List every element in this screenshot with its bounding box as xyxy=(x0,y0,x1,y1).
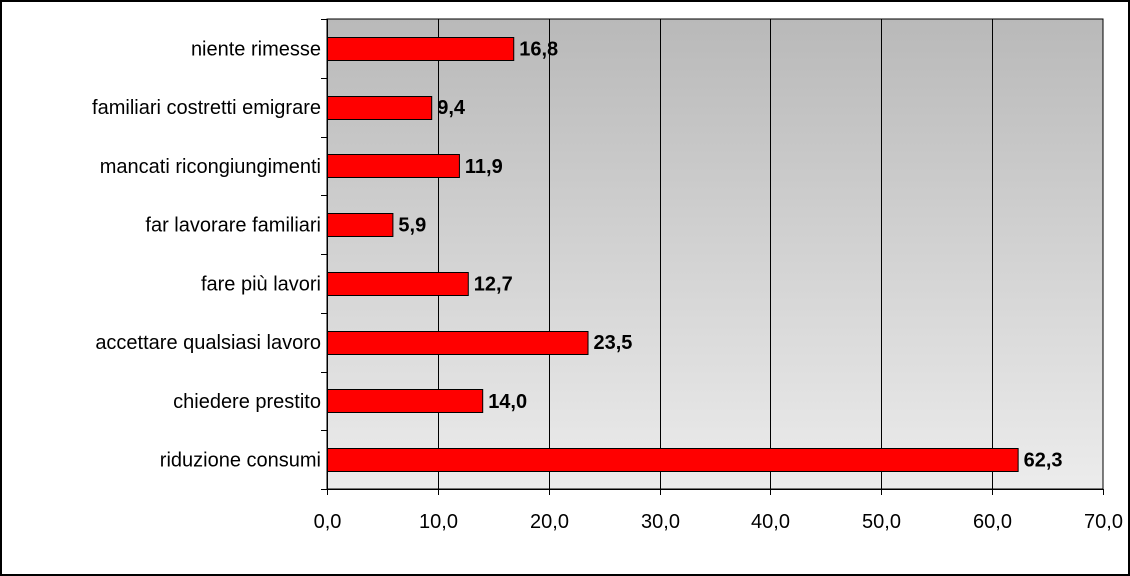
bar xyxy=(327,37,515,61)
bar xyxy=(327,448,1019,472)
x-tick-label: 20,0 xyxy=(530,511,569,533)
labels: 0,0 10,0 20,0 30,0 40,0 50,0 60,0 70,0 niente ri… xyxy=(92,38,1123,533)
data-label: 14,0 xyxy=(488,391,527,413)
x-tick-label: 10,0 xyxy=(419,511,458,533)
category-label: fare più lavori xyxy=(201,273,321,295)
bar xyxy=(327,272,469,296)
category-label: niente rimesse xyxy=(191,38,321,60)
x-tick-label: 70,0 xyxy=(1084,511,1123,533)
data-label: 9,4 xyxy=(437,97,466,119)
x-tick-label: 0,0 xyxy=(314,511,342,533)
x-tick-label: 30,0 xyxy=(641,511,680,533)
x-tick-label: 60,0 xyxy=(973,511,1012,533)
bar xyxy=(327,389,484,413)
data-label: 11,9 xyxy=(465,156,503,178)
bars xyxy=(327,37,1019,472)
plot-area xyxy=(327,19,1103,489)
bar xyxy=(327,331,589,355)
data-label: 23,5 xyxy=(594,332,633,354)
bar xyxy=(327,154,460,178)
bar xyxy=(327,213,394,237)
bar xyxy=(327,96,433,120)
category-label: familiari costretti emigrare xyxy=(92,97,321,119)
data-label: 12,7 xyxy=(474,273,513,295)
category-label: far lavorare familiari xyxy=(145,215,321,237)
category-label: mancati ricongiungimenti xyxy=(100,156,321,178)
data-label: 16,8 xyxy=(519,38,558,60)
x-tick-label: 50,0 xyxy=(862,511,901,533)
category-label: accettare qualsiasi lavoro xyxy=(95,332,321,354)
category-label: riduzione consumi xyxy=(160,450,321,472)
x-tick-label: 40,0 xyxy=(751,511,790,533)
data-label: 62,3 xyxy=(1024,450,1063,472)
data-label: 5,9 xyxy=(398,215,426,237)
category-label: chiedere prestito xyxy=(173,391,321,413)
